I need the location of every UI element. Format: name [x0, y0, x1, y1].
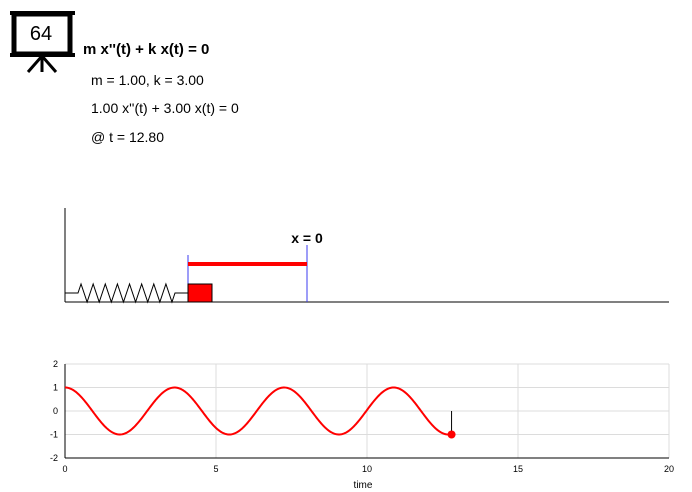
series-line	[64, 386, 452, 436]
x-tick-label: 20	[664, 464, 674, 474]
current-point	[447, 430, 456, 439]
parameters-line: m = 1.00, k = 3.00	[91, 72, 204, 88]
y-tick-label: -2	[50, 453, 58, 463]
y-tick-label: 1	[53, 383, 58, 393]
x-tick-label: 0	[62, 464, 67, 474]
equilibrium-label: x = 0	[291, 230, 323, 246]
instantiated-equation: 1.00 x''(t) + 3.00 x(t) = 0	[91, 100, 239, 116]
x-tick-label: 15	[513, 464, 523, 474]
y-tick-label: 0	[53, 406, 58, 416]
x-tick-label: 5	[213, 464, 218, 474]
presentation-board-icon	[10, 11, 75, 73]
x-axis-label: time	[354, 480, 373, 491]
x-tick-label: 10	[362, 464, 372, 474]
equation-title: m x''(t) + k x(t) = 0	[83, 41, 210, 58]
badge-number: 64	[29, 23, 53, 45]
y-tick-label: -1	[50, 430, 58, 440]
y-tick-label: 2	[53, 359, 58, 369]
spring-view: x = 0	[64, 208, 669, 304]
spring-coil	[65, 282, 188, 304]
time-readout: @ t = 12.80	[91, 129, 164, 145]
mass-block	[187, 283, 213, 303]
